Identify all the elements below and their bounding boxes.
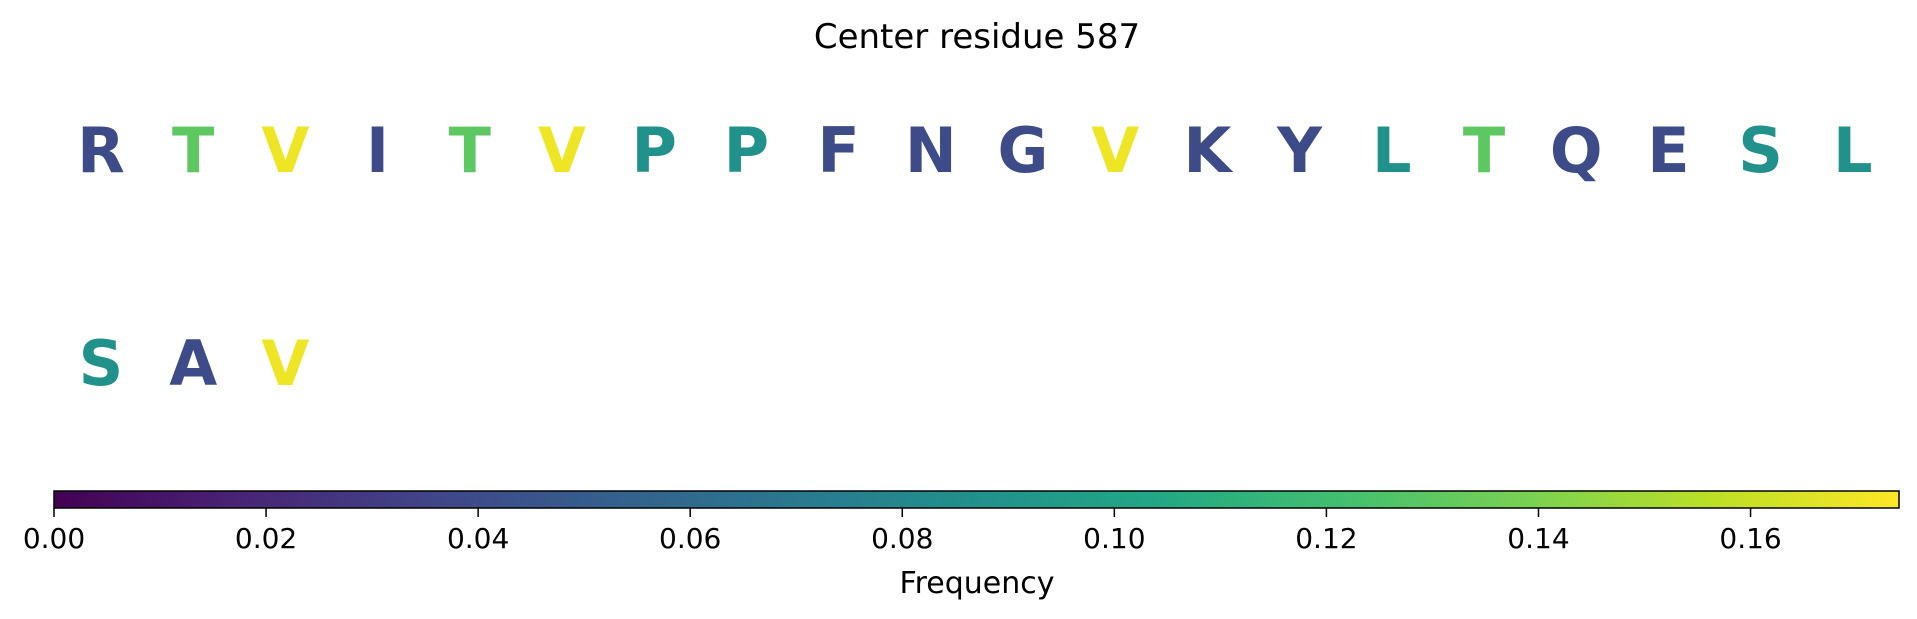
residue-letter: V (538, 114, 586, 187)
residue-letter: Y (1276, 114, 1323, 187)
residue-grid: R T V I T V P P F N G V K Y L T Q E S LS A V (77, 114, 1872, 400)
residue-letter: G (998, 114, 1049, 187)
residue-letter: V (261, 114, 309, 187)
residue-letter: E (1647, 114, 1689, 187)
residue-letter: P (631, 114, 676, 187)
colorbar-tick-label: 0.10 (1083, 522, 1145, 555)
residue-letter: V (261, 327, 309, 400)
residue-letter: L (1833, 114, 1873, 187)
colorbar-tick-label: 0.12 (1295, 522, 1357, 555)
colorbar-tick-label: 0.04 (447, 522, 509, 555)
colorbar-tick-label: 0.08 (871, 522, 933, 555)
residue-letter: T (449, 114, 491, 187)
residue-letter: Q (1550, 114, 1603, 187)
colorbar (53, 490, 1900, 509)
residue-letter: I (366, 114, 389, 187)
colorbar-tick-label: 0.00 (23, 522, 85, 555)
residue-letter: T (172, 114, 214, 187)
residue-letter: S (79, 327, 124, 400)
residue-letter: P (724, 114, 769, 187)
chart-title: Center residue 587 (814, 17, 1140, 57)
colorbar-tick-label: 0.16 (1719, 522, 1781, 555)
residue-letter: S (1738, 114, 1783, 187)
residue-letter: N (905, 114, 957, 187)
residue-letter: F (817, 114, 859, 187)
colorbar-ticks: 0.00 0.02 0.04 0.06 0.08 0.10 0.12 0.14 0.16 (23, 508, 1782, 555)
colorbar-tick-label: 0.06 (659, 522, 721, 555)
colorbar-label: Frequency (900, 566, 1055, 601)
residue-letter: R (77, 114, 125, 187)
residue-letter: T (1463, 114, 1505, 187)
residue-letter: K (1183, 114, 1233, 187)
residue-letter: L (1372, 114, 1412, 187)
colorbar-tick-label: 0.14 (1507, 522, 1569, 555)
residue-letter: V (1091, 114, 1139, 187)
residue-letter: A (169, 327, 217, 400)
colorbar-tick-label: 0.02 (235, 522, 297, 555)
